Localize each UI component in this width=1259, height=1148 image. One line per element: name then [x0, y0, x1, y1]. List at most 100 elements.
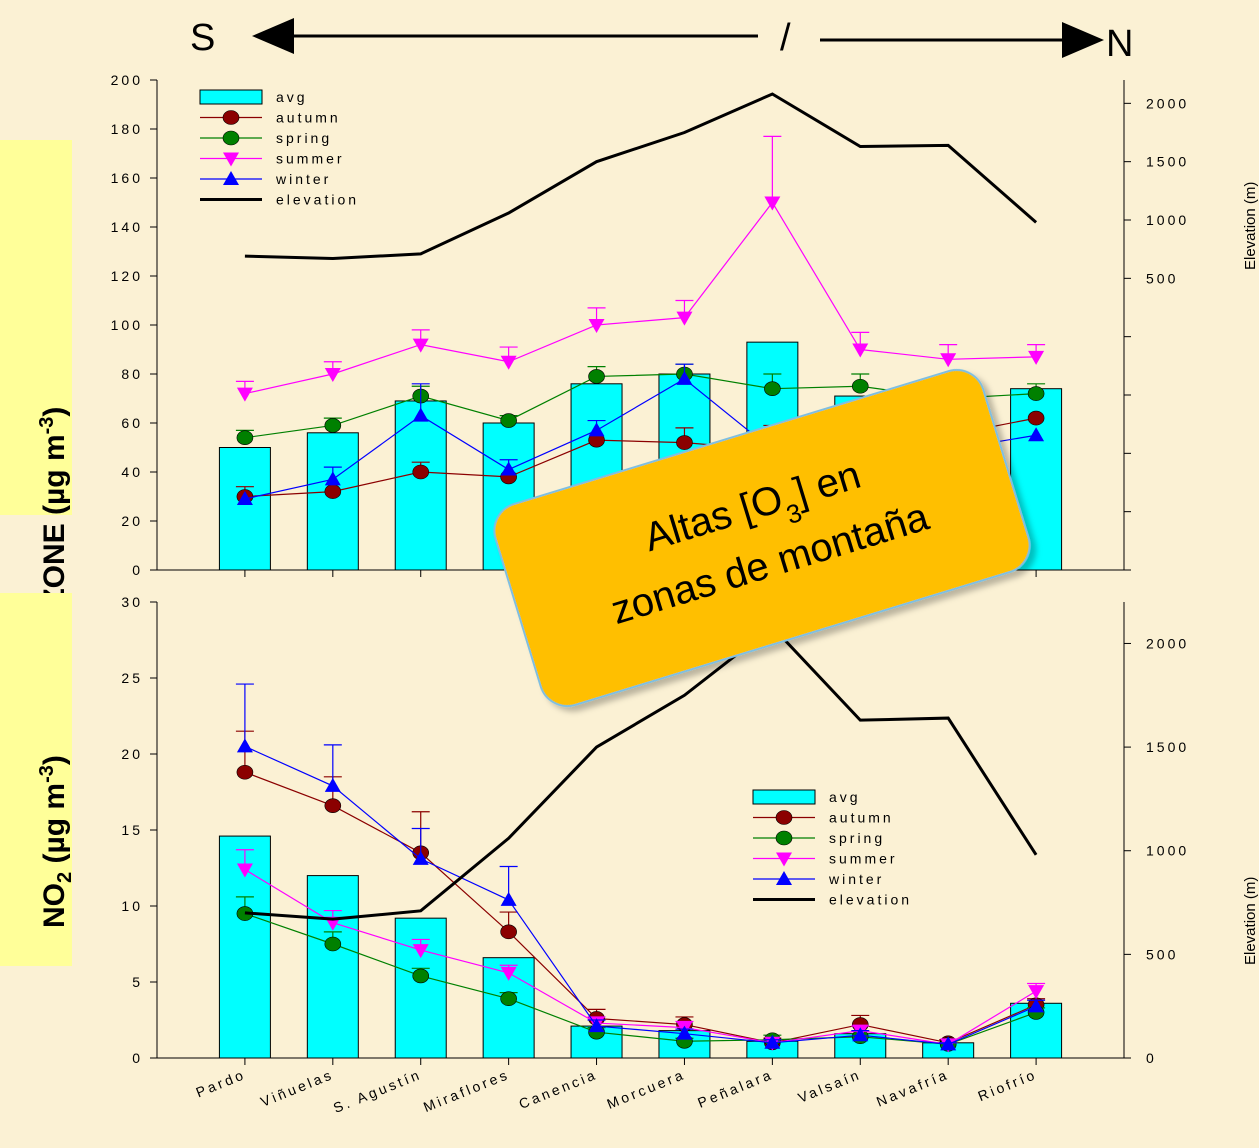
- point-autumn: [324, 484, 342, 499]
- point-summer: [412, 338, 429, 353]
- point-autumn: [222, 110, 240, 125]
- y2tick-label: 1500: [1146, 739, 1189, 755]
- legend-label-elevation: elevation: [829, 892, 912, 908]
- point-winter: [588, 1018, 605, 1033]
- point-spring: [236, 430, 254, 446]
- y2tick-label: 500: [1146, 946, 1178, 962]
- ytick-label: 140: [111, 219, 143, 235]
- point-summer: [776, 852, 792, 867]
- point-autumn: [236, 764, 254, 780]
- ytick-label: 180: [111, 121, 143, 137]
- y2tick-label: 0: [1146, 1050, 1157, 1066]
- xtick-label: Peñalara: [695, 1066, 775, 1111]
- point-summer: [324, 368, 341, 382]
- xtick-label: Valsaín: [796, 1066, 864, 1106]
- point-summer: [223, 152, 239, 167]
- legend: avg autumn spring summer winter elevation: [199, 89, 359, 208]
- point-summer: [676, 311, 693, 326]
- point-spring: [851, 378, 869, 394]
- point-summer: [500, 355, 517, 370]
- xtick-label: Miraflores: [421, 1066, 512, 1115]
- legend: avg autumn spring summer winter elevation: [752, 789, 912, 908]
- bottom-ylabel-box: NO2 (µg m-3): [0, 593, 76, 966]
- xtick-label: Navafría: [874, 1066, 951, 1110]
- ytick-label: 80: [121, 366, 143, 382]
- legend-label-avg: avg: [829, 789, 861, 805]
- point-winter: [223, 171, 239, 185]
- bar-avg-0: [218, 447, 271, 571]
- y2tick-label: 1000: [1146, 212, 1189, 228]
- point-spring: [1027, 386, 1045, 401]
- legend-label-spring: spring: [829, 830, 885, 846]
- point-winter: [324, 471, 341, 486]
- ytick-label: 0: [132, 1050, 143, 1066]
- ytick-label: 20: [121, 513, 143, 529]
- y2tick-label: 1000: [1146, 843, 1189, 859]
- legend-label-autumn: autumn: [829, 810, 894, 826]
- legend-label-winter: winter: [275, 171, 331, 187]
- legend-label-summer: summer: [276, 151, 345, 167]
- point-winter: [412, 407, 429, 422]
- ytick-label: 15: [121, 822, 143, 838]
- ytick-label: 100: [111, 317, 143, 333]
- series-line-autumn: [244, 771, 1037, 1044]
- xtick-label: S. Agustín: [331, 1066, 424, 1116]
- point-winter: [500, 461, 517, 476]
- y2tick-label: 2000: [1146, 635, 1189, 651]
- xtick-label: Morcuera: [604, 1066, 687, 1112]
- point-autumn: [412, 464, 430, 480]
- ytick-label: 0: [132, 562, 143, 578]
- point-spring: [324, 418, 342, 433]
- point-spring: [500, 991, 517, 1007]
- direction-south: S: [190, 17, 215, 59]
- point-winter: [676, 370, 693, 385]
- point-summer: [236, 863, 253, 878]
- point-autumn: [1027, 410, 1045, 426]
- point-winter: [1028, 998, 1045, 1013]
- point-winter: [776, 871, 792, 885]
- series-line-spring: [244, 913, 1037, 1045]
- series-line-summer: [244, 201, 1037, 395]
- bar-avg-1: [306, 432, 359, 571]
- ytick-label: 10: [121, 898, 143, 914]
- point-winter: [500, 891, 517, 906]
- xtick-label: Canencia: [517, 1066, 600, 1112]
- xtick-label: Viñuelas: [258, 1066, 336, 1110]
- point-winter: [1028, 427, 1045, 442]
- point-winter: [940, 1036, 957, 1051]
- point-spring: [764, 381, 781, 397]
- direction-separator: /: [780, 17, 791, 59]
- legend-label-elevation: elevation: [276, 192, 359, 208]
- point-summer: [1028, 350, 1045, 365]
- ytick-label: 30: [121, 594, 143, 610]
- point-autumn: [676, 435, 693, 450]
- elevation-axis-label-top: Elevation (m): [1242, 182, 1259, 270]
- point-summer: [764, 196, 781, 211]
- xtick-label: Pardo: [193, 1066, 248, 1100]
- point-summer: [940, 353, 957, 368]
- callout-box: Altas [O3] en zonas de montaña: [493, 368, 1031, 708]
- ytick-label: 25: [121, 670, 143, 686]
- bar-avg-0: [218, 835, 271, 1059]
- point-spring: [324, 936, 342, 952]
- legend-swatch-avg: [199, 89, 263, 105]
- point-winter: [588, 422, 605, 437]
- series-line-winter: [244, 745, 1037, 1045]
- point-summer: [1028, 985, 1045, 1000]
- ytick-label: 200: [111, 72, 143, 88]
- legend-swatch-avg: [752, 789, 816, 805]
- legend-label-spring: spring: [276, 130, 332, 146]
- point-summer: [588, 319, 605, 333]
- point-autumn: [324, 798, 342, 813]
- bar-avg-2: [394, 400, 447, 571]
- point-spring: [412, 968, 430, 984]
- point-spring: [500, 413, 517, 428]
- point-summer: [500, 966, 517, 981]
- top-ylabel-box: OZONE (µg m-3): [0, 140, 72, 630]
- legend-label-summer: summer: [829, 851, 898, 867]
- point-spring: [775, 830, 793, 846]
- point-winter: [324, 777, 341, 792]
- point-summer: [236, 387, 253, 402]
- point-winter: [236, 738, 253, 753]
